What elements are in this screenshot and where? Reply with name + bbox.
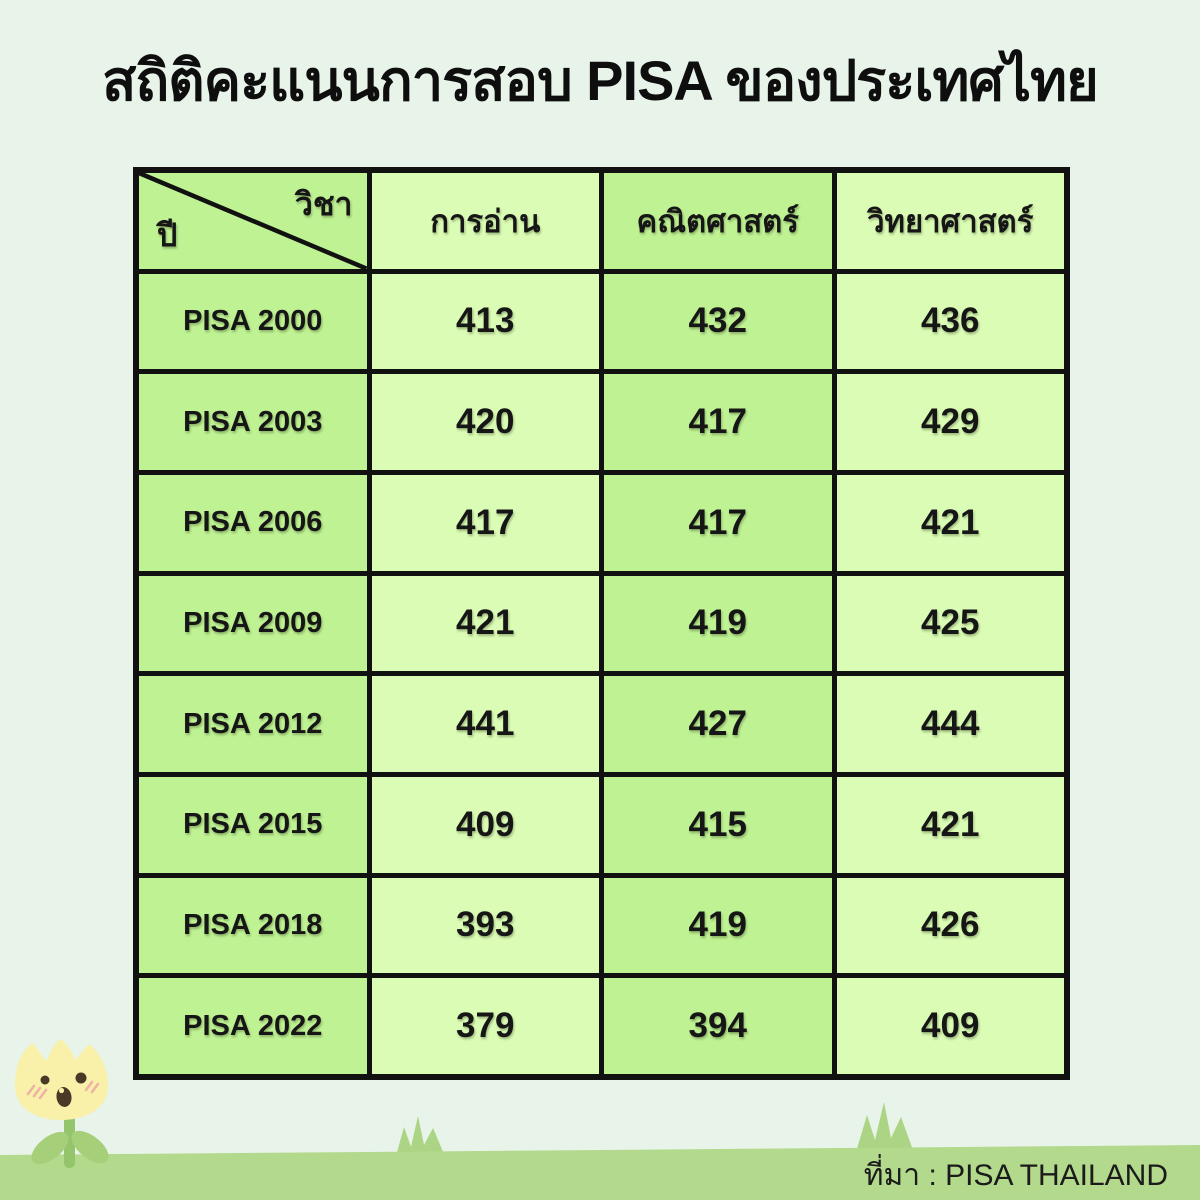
score-cell: 421 [836, 474, 1064, 571]
score-cell: 421 [836, 776, 1064, 873]
row-label: PISA 2012 [139, 676, 367, 772]
row-label: PISA 2003 [139, 374, 367, 470]
score-cell: 426 [836, 877, 1064, 974]
score-cell: 444 [836, 676, 1064, 772]
score-cell: 436 [836, 273, 1064, 370]
score-cell: 413 [371, 273, 599, 370]
row-label: PISA 2000 [139, 273, 367, 370]
column-header-science: วิทยาศาสตร์ [836, 173, 1064, 269]
row-label: PISA 2006 [139, 474, 367, 571]
source-credit: ที่มา : PISA THAILAND [863, 1159, 1168, 1192]
tulip-flower-icon [15, 1039, 109, 1168]
ground-band [0, 1145, 1200, 1200]
score-cell: 393 [371, 877, 599, 974]
page-title: สถิติคะแนนการสอบ PISA ของประเทศไทย [102, 49, 1099, 112]
score-cell: 432 [604, 273, 832, 370]
score-cell: 394 [604, 978, 832, 1074]
score-cell: 415 [604, 776, 832, 873]
score-cell: 419 [604, 877, 832, 974]
score-cell: 421 [371, 575, 599, 672]
bottom-decoration [0, 1039, 1200, 1200]
score-cell: 379 [371, 978, 599, 1074]
pisa-score-table: วิชา ปี การอ่าน คณิตศาสตร์ วิทยาศาสตร์ P… [133, 167, 1070, 1080]
score-cell: 425 [836, 575, 1064, 672]
score-cell: 420 [371, 374, 599, 470]
row-label: PISA 2009 [139, 575, 367, 672]
score-cell: 427 [604, 676, 832, 772]
score-cell: 429 [836, 374, 1064, 470]
score-cell: 441 [371, 676, 599, 772]
corner-year-label: ปี [157, 216, 178, 253]
score-cell: 409 [371, 776, 599, 873]
score-cell: 417 [604, 474, 832, 571]
score-cell: 419 [604, 575, 832, 672]
corner-subject-label: วิชา [294, 186, 353, 222]
grass-tuft-icon [396, 1102, 913, 1156]
score-cell: 417 [371, 474, 599, 571]
row-label: PISA 2022 [139, 978, 367, 1074]
column-header-reading: การอ่าน [371, 173, 599, 269]
corner-header-cell: วิชา ปี [139, 173, 367, 269]
diagonal-divider [139, 173, 367, 269]
row-label: PISA 2015 [139, 776, 367, 873]
column-header-math: คณิตศาสตร์ [604, 173, 832, 269]
score-cell: 417 [604, 374, 832, 470]
row-label: PISA 2018 [139, 877, 367, 974]
score-cell: 409 [836, 978, 1064, 1074]
